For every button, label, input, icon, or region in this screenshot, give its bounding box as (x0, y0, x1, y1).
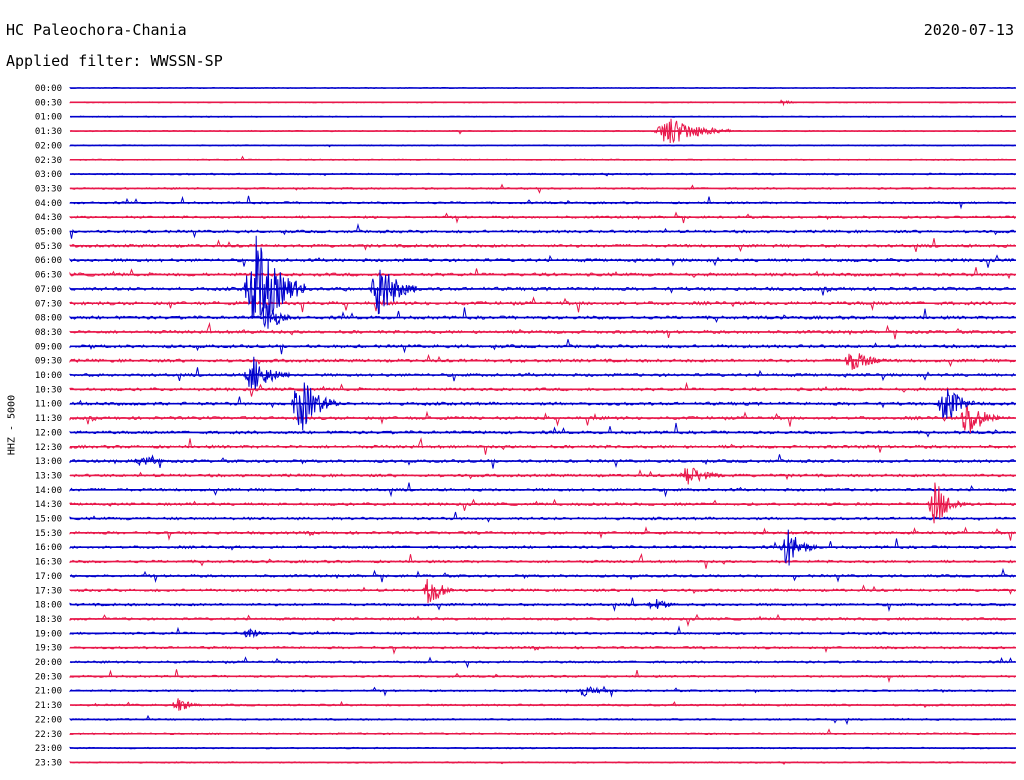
row-time-label: 23:30 (35, 758, 62, 768)
row-time-label: 12:30 (35, 443, 62, 453)
row-time-label: 11:00 (35, 400, 62, 410)
row-time-label: 21:00 (35, 687, 62, 697)
row-time-label: 11:30 (35, 414, 62, 424)
row-time-label: 03:00 (35, 170, 62, 180)
trace-group (69, 86, 1016, 765)
row-time-label: 09:00 (35, 342, 62, 352)
row-time-label: 22:00 (35, 715, 62, 725)
row-time-label: 14:00 (35, 486, 62, 496)
time-tick-group: 00:00 00:30 01:00 01:30 02:00 02:30 03:00 03:30… (35, 84, 62, 768)
seismic-event (779, 529, 818, 566)
row-time-label: 04:30 (35, 213, 62, 223)
filter-label: Applied filter: WWSSN-SP (6, 52, 223, 70)
row-time-label: 20:00 (35, 658, 62, 668)
row-time-label: 00:00 (35, 84, 62, 94)
row-time-label: 18:00 (35, 601, 62, 611)
row-time-label: 22:30 (35, 730, 62, 740)
row-time-label: 06:00 (35, 256, 62, 266)
seismic-event (927, 482, 966, 524)
row-time-label: 20:30 (35, 672, 62, 682)
row-time-label: 03:30 (35, 184, 62, 194)
trace-row (69, 511, 1016, 523)
seismic-event (369, 269, 418, 315)
trace-row (69, 296, 1016, 313)
row-time-label: 19:00 (35, 629, 62, 639)
row-time-label: 15:00 (35, 515, 62, 525)
seismic-event (242, 627, 269, 639)
row-time-label: 10:30 (35, 385, 62, 395)
row-time-label: 17:30 (35, 586, 62, 596)
trace-row (69, 410, 1016, 427)
seismic-event (242, 356, 291, 390)
seismic-event (290, 382, 339, 431)
row-time-label: 15:30 (35, 529, 62, 539)
trace-row (69, 195, 1016, 210)
seismic-event (653, 118, 732, 144)
row-time-label: 17:00 (35, 572, 62, 582)
seismic-event (259, 303, 291, 329)
row-time-label: 01:00 (35, 113, 62, 123)
seismic-event (574, 686, 622, 697)
trace-row (69, 396, 1016, 409)
row-time-label: 05:00 (35, 228, 62, 238)
event-group (132, 99, 1001, 711)
row-time-label: 06:30 (35, 271, 62, 281)
seismic-event (646, 598, 679, 610)
row-time-label: 02:00 (35, 141, 62, 151)
row-time-label: 13:00 (35, 457, 62, 467)
station-name: HC Paleochora-Chania (6, 21, 187, 39)
trace-row (69, 526, 1016, 541)
row-time-label: 02:30 (35, 156, 62, 166)
row-time-label: 05:30 (35, 242, 62, 252)
row-time-label: 04:00 (35, 199, 62, 209)
trace-row (69, 422, 1016, 438)
row-time-label: 12:00 (35, 428, 62, 438)
row-time-label: 13:30 (35, 471, 62, 481)
row-time-label: 14:30 (35, 500, 62, 510)
trace-row (69, 669, 1016, 684)
row-time-label: 18:30 (35, 615, 62, 625)
seismic-event (779, 99, 795, 107)
seismic-event (132, 456, 171, 466)
trace-row (69, 238, 1016, 253)
row-time-label: 16:30 (35, 558, 62, 568)
row-time-label: 07:30 (35, 299, 62, 309)
trace-row (69, 307, 1016, 324)
row-time-label: 01:30 (35, 127, 62, 137)
row-time-label: 07:00 (35, 285, 62, 295)
seismic-event (422, 578, 455, 604)
seismic-event (170, 698, 203, 711)
seismic-event (936, 389, 976, 419)
row-time-label: 10:00 (35, 371, 62, 381)
row-time-label: 09:30 (35, 357, 62, 367)
seismic-event (842, 353, 891, 370)
trace-row (69, 498, 1016, 511)
trace-row (69, 538, 1016, 551)
trace-row (69, 613, 1016, 627)
row-time-label: 21:30 (35, 701, 62, 711)
row-time-label: 08:30 (35, 328, 62, 338)
row-time-label: 08:00 (35, 314, 62, 324)
row-time-label: 00:30 (35, 98, 62, 108)
seismic-event (242, 235, 307, 319)
seismic-event (958, 403, 1001, 434)
row-time-label: 16:00 (35, 543, 62, 553)
row-time-label: 19:30 (35, 644, 62, 654)
trace-date: 2020-07-13 (923, 21, 1014, 39)
trace-row (69, 267, 1016, 280)
row-time-label: 23:00 (35, 744, 62, 754)
seismic-event (678, 467, 727, 485)
trace-row (69, 254, 1016, 268)
